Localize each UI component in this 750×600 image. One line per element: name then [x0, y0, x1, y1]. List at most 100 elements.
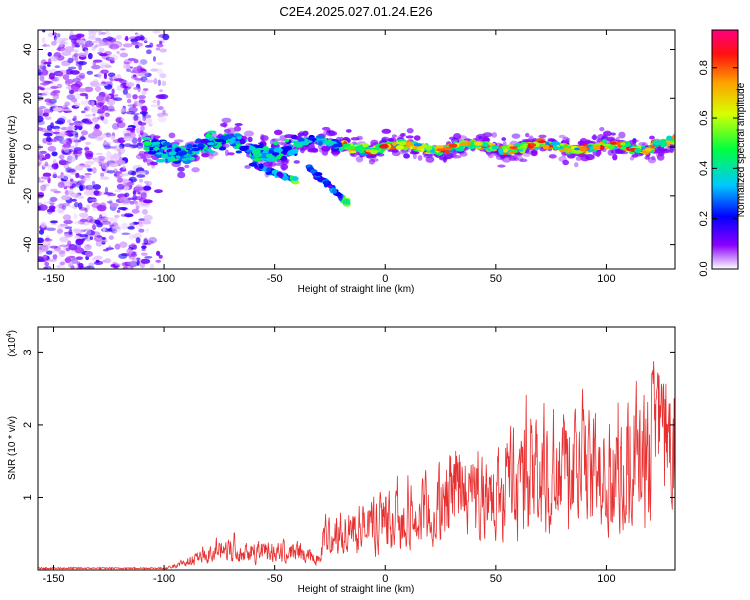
spectrogram-noise-blob [56, 47, 66, 52]
spectrogram-noise-blob [137, 191, 141, 195]
spectrogram-noise-blob [108, 245, 112, 251]
spectrogram-noise-blob [46, 125, 53, 131]
spectrogram-noise-blob [142, 88, 149, 92]
spectrogram-track-halo [277, 141, 286, 145]
spectrogram-noise-blob [67, 169, 76, 173]
spectrogram-noise-blob [100, 32, 107, 35]
spectrogram-x-tick-label: 100 [597, 273, 615, 285]
spectrogram-noise-blob [149, 263, 155, 269]
spectrogram-noise-blob [152, 30, 161, 34]
spectrogram-noise-blob [73, 120, 83, 124]
spectrogram-noise-blob [100, 172, 105, 177]
spectrogram-track-halo [263, 161, 273, 167]
spectrogram-x-ticks: -150 -100 -50 0 50 100 [42, 30, 616, 285]
spectrogram-noise-blob [103, 141, 113, 146]
spectrogram-noise-blob [79, 72, 86, 79]
spectrogram-noise-blob [56, 265, 61, 268]
spectrogram-track-halo [168, 132, 176, 139]
spectrogram-noise-blob [119, 196, 129, 204]
spectrogram-track-core [259, 142, 264, 149]
spectrogram-track-core [448, 143, 458, 148]
spectrogram-noise-blob [98, 83, 109, 87]
spectrogram-noise-blob [78, 207, 87, 211]
spectrogram-noise-blob [54, 128, 60, 132]
spectrogram-noise-blob [135, 237, 141, 244]
spectrogram-noise-blob [80, 130, 89, 136]
spectrogram-track-halo [610, 132, 616, 136]
spectrogram-noise-blob [148, 236, 158, 244]
spectrogram-noise-blob [125, 82, 135, 88]
spectrogram-noise-blob [84, 146, 90, 153]
spectrogram-noise-blob [81, 110, 86, 114]
spectrogram-track-core [187, 149, 194, 155]
spectrogram-noise-blob [122, 165, 126, 170]
spectrogram-noise-blob [42, 80, 53, 84]
spectrogram-noise-blob [150, 104, 159, 108]
spectrogram-track-core [205, 133, 212, 139]
spectrogram-noise-blob [47, 258, 58, 262]
spectrogram-track-core [151, 141, 158, 145]
spectrogram-noise-blob [136, 259, 140, 266]
spectrogram-noise-blob [132, 74, 137, 78]
spectrogram-noise-blob [133, 59, 139, 64]
spectrogram-track-core [182, 158, 188, 161]
spectrogram-noise-blob [49, 196, 58, 203]
spectrogram-noise-blob [80, 177, 86, 184]
spectrogram-noise-blob [60, 194, 71, 201]
spectrogram-noise-blob [56, 76, 60, 82]
spectrogram-noise-blob [145, 228, 149, 234]
spectrogram-branch-blob [342, 199, 351, 205]
spectrogram-noise-blob [120, 118, 125, 121]
spectrogram-y-tick-label: -20 [22, 188, 34, 204]
spectrogram-noise-blob [130, 112, 140, 116]
spectrogram-noise-blob [53, 135, 64, 141]
spectrogram-noise-blob [58, 249, 66, 255]
spectrogram-noise-blob [122, 43, 133, 48]
spectrogram-track-halo [412, 153, 417, 160]
spectrogram-noise-blob [38, 237, 44, 244]
spectrogram-noise-blob [153, 77, 158, 85]
spectrogram-track-halo [508, 155, 517, 161]
spectrogram-noise-blob [65, 247, 70, 252]
spectrogram-noise-blob [118, 150, 122, 158]
spectrogram-noise-blob [45, 250, 53, 255]
spectrogram-track-halo [370, 158, 379, 162]
spectrogram-noise-blob [141, 209, 148, 215]
spectrogram-track-halo [501, 137, 507, 142]
spectrogram-track-core [154, 154, 162, 158]
spectrogram-noise-blob [123, 143, 133, 148]
spectrogram-track-core [370, 149, 378, 155]
spectrogram-noise-blob [133, 86, 139, 90]
spectrogram-noise-blob [89, 80, 100, 87]
spectrogram-branch-blob [258, 163, 264, 169]
snr-x-label: Height of straight line (km) [298, 584, 415, 595]
spectrogram-noise-blob [75, 123, 82, 128]
spectrogram-noise-blob [105, 30, 110, 36]
spectrogram-noise-blob [125, 111, 136, 115]
spectrogram-noise-blob [59, 261, 65, 266]
spectrogram-noise-blob [38, 180, 45, 183]
spectrogram-noise-blob [75, 39, 86, 44]
snr-x-tick-label: -50 [267, 573, 283, 585]
spectrogram-track-core [378, 144, 389, 149]
spectrogram-noise-blob [59, 236, 69, 243]
spectrogram-noise-blob [104, 95, 109, 101]
spectrogram-track-halo [391, 150, 401, 157]
spectrogram-noise-blob [121, 202, 130, 206]
spectrogram-noise-blob [41, 36, 46, 44]
spectrogram-noise-blob [152, 56, 157, 62]
spectrogram-noise-blob [84, 177, 91, 182]
spectrogram-noise-blob [38, 68, 44, 73]
spectrogram-noise-blob [95, 240, 103, 247]
spectrogram-noise-blob [63, 185, 68, 190]
spectrogram-noise-blob [70, 137, 79, 143]
spectrogram-noise-blob [105, 247, 114, 250]
spectrogram-noise-blob [84, 190, 93, 196]
spectrogram-noise-blob [116, 50, 120, 55]
spectrogram-track-halo [222, 122, 227, 128]
spectrogram-noise-blob [38, 86, 42, 90]
spectrogram-noise-blob [49, 55, 59, 60]
spectrogram-track-core [413, 143, 423, 147]
spectrogram-noise-blob [139, 129, 144, 136]
spectrogram-x-tick-label: -150 [42, 273, 64, 285]
